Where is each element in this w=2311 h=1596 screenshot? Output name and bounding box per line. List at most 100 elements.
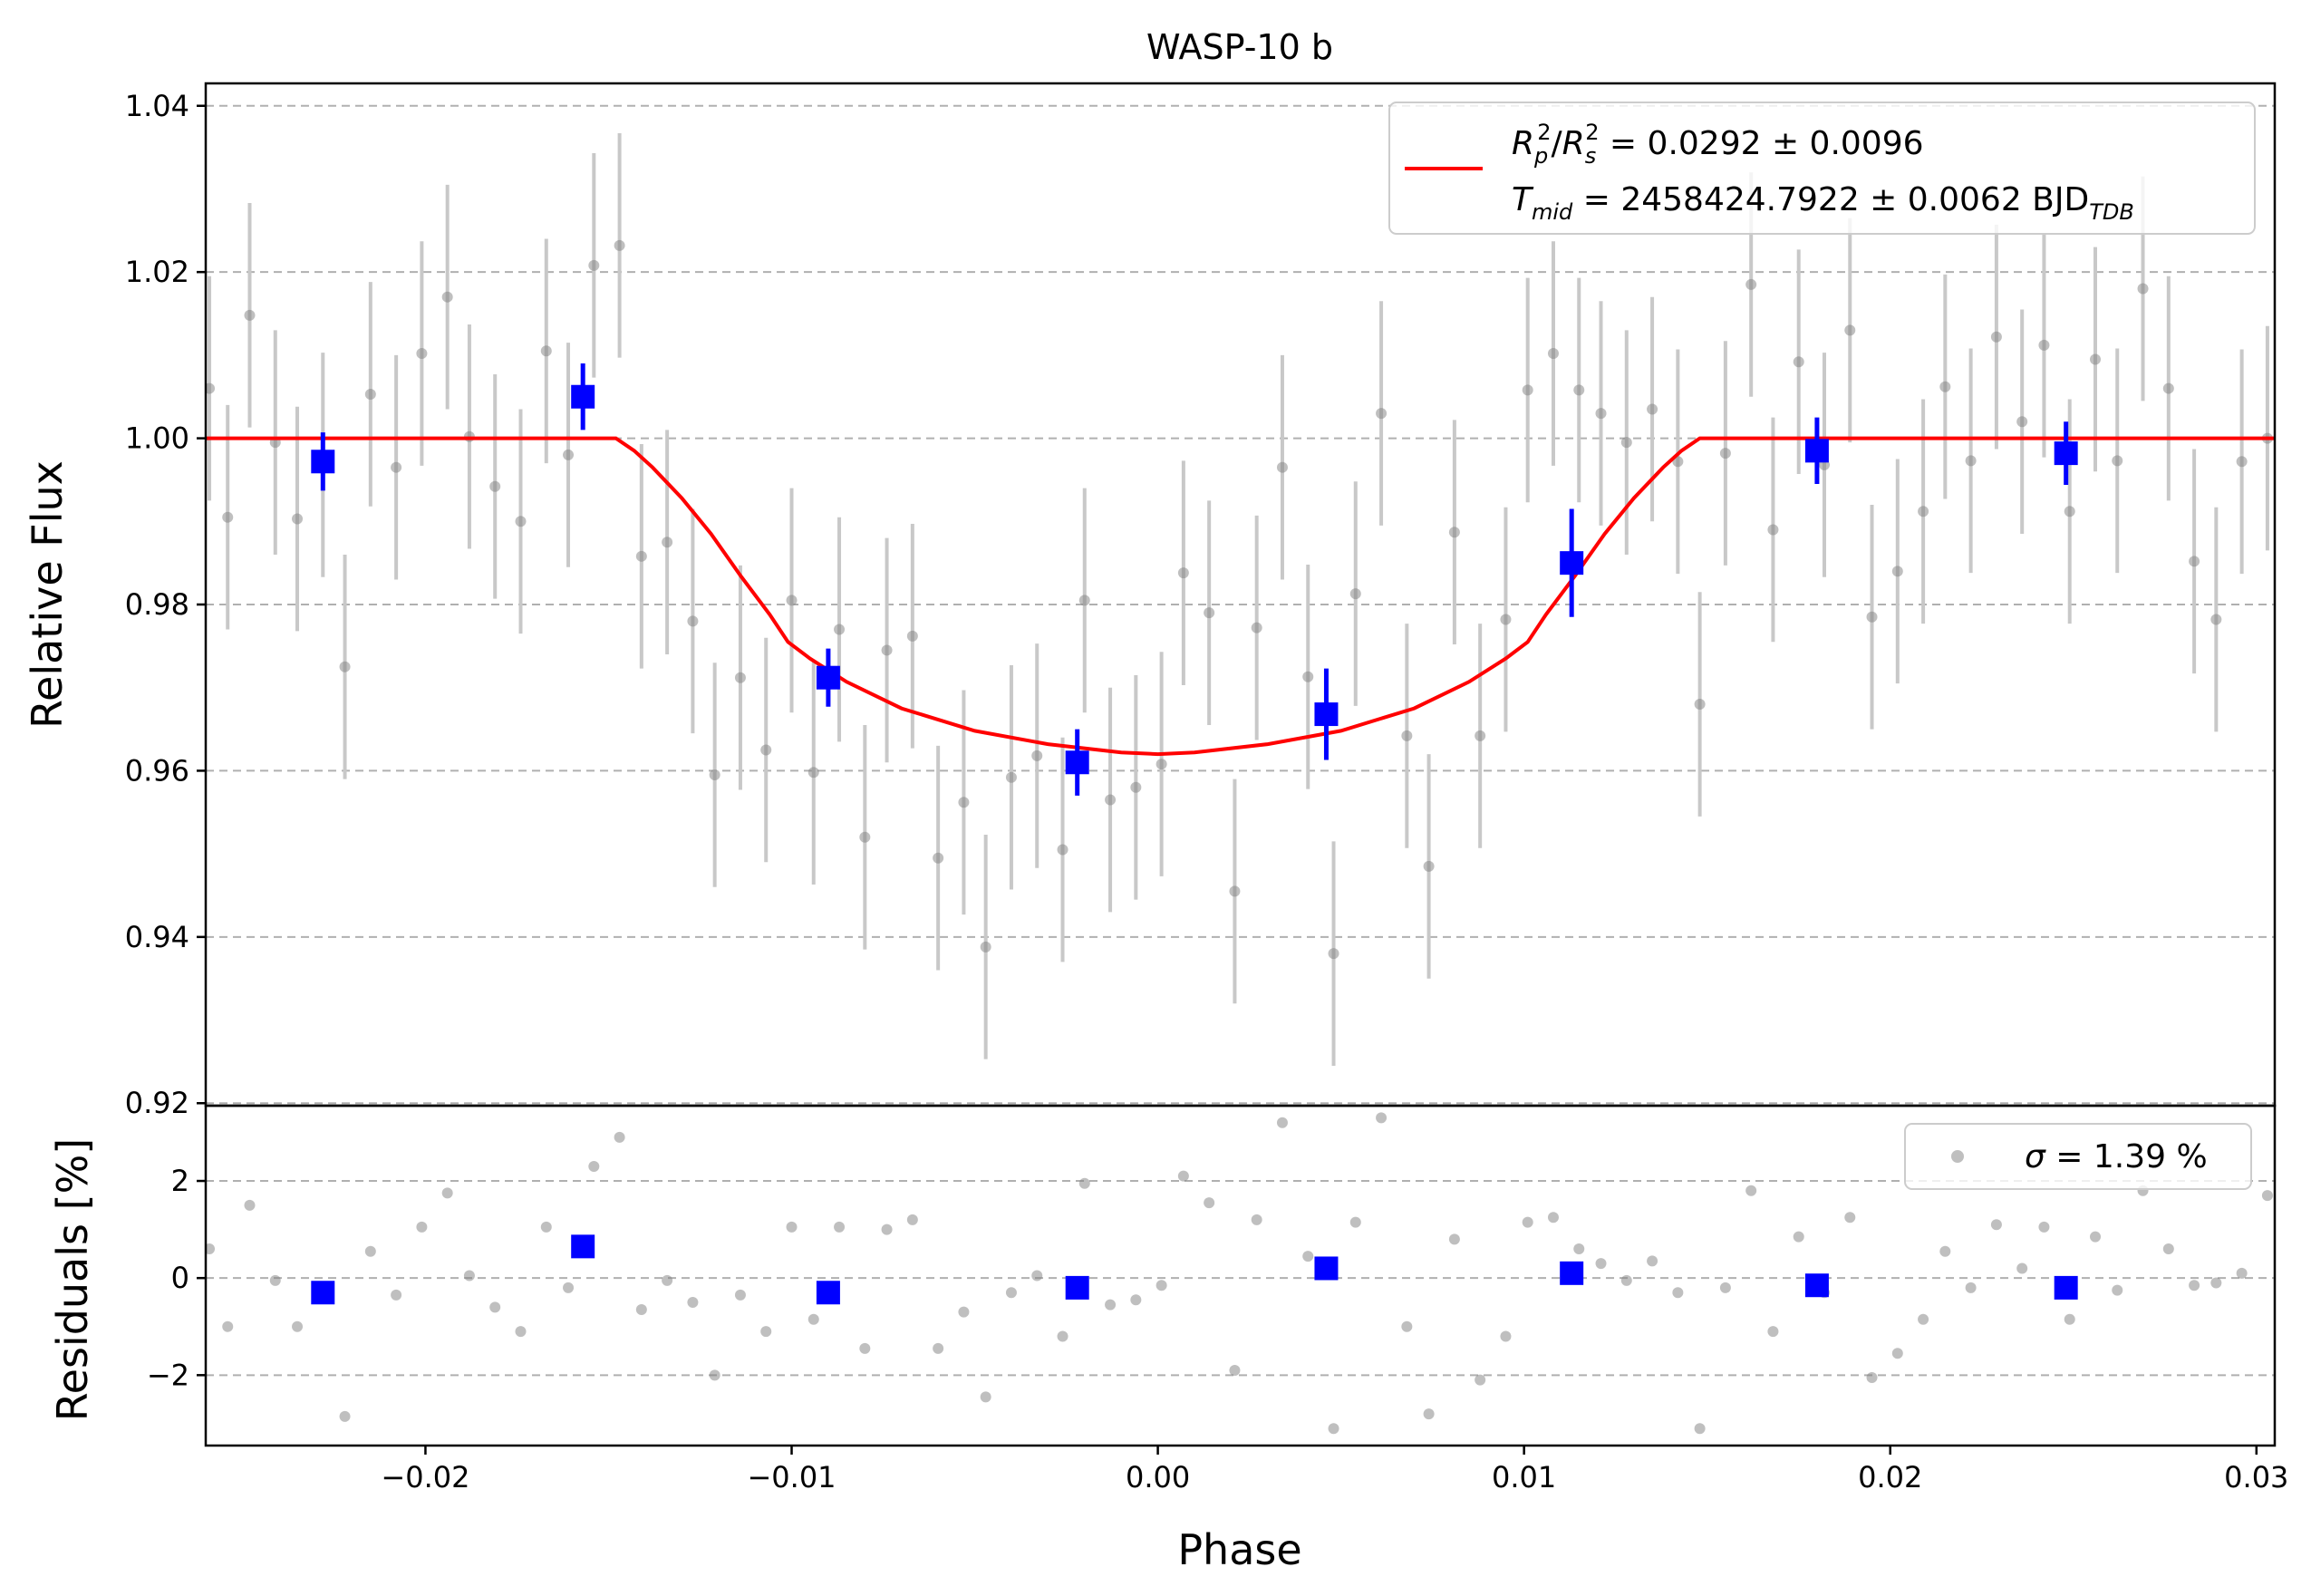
raw-residual-point	[292, 1320, 304, 1332]
flux-y-axis-label: Relative Flux	[23, 460, 72, 729]
raw-residual-point	[859, 1342, 871, 1354]
flux-y-tick-label: 1.00	[125, 421, 189, 456]
raw-residual-point	[1156, 1280, 1167, 1291]
raw-point	[687, 615, 699, 627]
raw-residual-point	[786, 1221, 798, 1233]
raw-point	[441, 291, 453, 303]
raw-point	[1349, 588, 1361, 600]
raw-point	[1276, 461, 1288, 473]
raw-residual-point	[1401, 1320, 1413, 1332]
raw-point	[1844, 324, 1856, 336]
raw-point	[933, 852, 944, 864]
raw-point	[1719, 448, 1731, 459]
raw-point	[1475, 730, 1486, 741]
raw-residual-point	[1475, 1374, 1486, 1386]
raw-point	[1990, 331, 2002, 343]
raw-residual-point	[958, 1306, 970, 1318]
x-axis-label: Phase	[1177, 1525, 1301, 1574]
raw-point	[1891, 566, 1903, 577]
raw-residual-point	[1423, 1408, 1435, 1420]
raw-residual-point	[1302, 1251, 1314, 1262]
raw-point	[958, 797, 970, 808]
raw-point	[1620, 437, 1632, 449]
raw-residual-point	[1276, 1117, 1288, 1128]
raw-residual-point	[709, 1369, 720, 1381]
raw-residual-point	[1105, 1299, 1117, 1311]
flux-legend: Rp2/Rs2 = 0.0292 ± 0.0096 Tmid = 2458424…	[1388, 102, 2256, 235]
raw-residual-point	[1547, 1212, 1559, 1224]
raw-residual-point	[1573, 1243, 1585, 1255]
raw-residual-point	[760, 1326, 772, 1338]
residual-y-tick-label: 0	[171, 1261, 189, 1295]
raw-point	[859, 831, 871, 843]
raw-point	[1767, 524, 1779, 536]
binned-residual-point	[1314, 1256, 1339, 1281]
raw-point	[206, 382, 216, 394]
legend-mid-transit-time: Tmid = 2458424.7922 ± 0.0062 BJDTDB	[1512, 181, 2134, 225]
raw-residual-point	[1719, 1282, 1731, 1293]
raw-residual-point	[588, 1160, 600, 1172]
raw-point	[1376, 408, 1388, 420]
raw-residual-point	[2064, 1313, 2075, 1325]
residual-y-axis-label: Residuals [%]	[48, 1138, 97, 1421]
raw-point	[1105, 794, 1117, 806]
raw-residual-point	[635, 1304, 647, 1315]
raw-residual-point	[1130, 1294, 1142, 1306]
raw-residual-point	[2112, 1284, 2123, 1296]
raw-point	[807, 767, 819, 779]
raw-point	[1078, 595, 1090, 606]
raw-point	[563, 449, 575, 460]
flux-axes-frame	[204, 82, 2277, 1108]
raw-point	[1229, 885, 1241, 897]
raw-residual-point	[1031, 1270, 1043, 1282]
x-tick-label: 0.03	[2224, 1460, 2288, 1494]
raw-residual-point	[1328, 1423, 1339, 1435]
x-tick-label: −0.01	[747, 1460, 836, 1494]
binned-residual-point	[816, 1281, 840, 1305]
raw-residual-point	[1005, 1287, 1017, 1299]
raw-residual-point	[2038, 1221, 2050, 1233]
raw-residual-point	[1500, 1330, 1512, 1342]
binned-point	[1065, 750, 1089, 775]
raw-residual-point	[1918, 1313, 1929, 1325]
binned-point	[2054, 441, 2078, 466]
raw-point	[1177, 567, 1189, 579]
raw-residual-point	[1672, 1287, 1684, 1299]
residual-gridlines	[206, 1180, 2275, 1377]
raw-residual-point	[1620, 1274, 1632, 1286]
binned-point	[571, 384, 595, 409]
raw-residual-point	[1078, 1177, 1090, 1189]
raw-point	[662, 537, 673, 548]
raw-residual-point	[1965, 1282, 1977, 1293]
raw-residual-point	[364, 1245, 376, 1257]
flux-y-ticks: 0.92 0.94 0.96 0.98 1.00 1.02 1.04	[125, 89, 206, 1120]
flux-y-tick-label: 0.94	[125, 920, 189, 954]
raw-point	[1156, 759, 1167, 770]
x-tick-label: −0.02	[381, 1460, 469, 1494]
raw-point	[244, 309, 256, 321]
raw-point	[906, 630, 918, 642]
raw-point	[416, 348, 428, 360]
raw-point	[1647, 403, 1658, 415]
raw-point	[489, 480, 501, 492]
raw-data-points	[206, 133, 2273, 1066]
raw-point	[2210, 614, 2222, 625]
raw-point	[1031, 750, 1043, 761]
binned-residual-points	[311, 1234, 2078, 1305]
raw-point	[1005, 771, 1017, 783]
raw-residual-point	[834, 1221, 846, 1233]
x-tick-label: 0.01	[1492, 1460, 1556, 1494]
raw-residual-point	[563, 1282, 575, 1293]
raw-point	[2112, 455, 2123, 467]
raw-residual-point	[734, 1289, 746, 1301]
raw-point	[834, 624, 846, 635]
raw-point	[709, 769, 720, 781]
raw-point	[515, 516, 527, 527]
transit-model-curve	[206, 436, 2275, 757]
raw-point	[1793, 356, 1804, 368]
raw-residual-point	[1595, 1258, 1607, 1270]
raw-point	[2090, 353, 2102, 365]
raw-point	[786, 595, 798, 606]
raw-residual-point	[441, 1187, 453, 1199]
raw-residual-point	[463, 1270, 475, 1282]
